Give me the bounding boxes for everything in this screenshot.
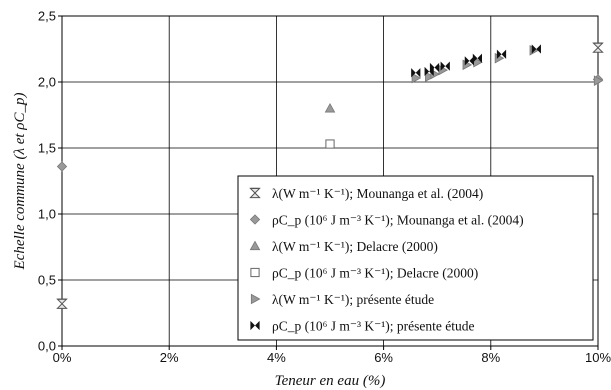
y-tick-label: 2,5 bbox=[38, 9, 56, 24]
legend-item: λ(W m⁻¹ K⁻¹); Mounanga et al. (2004) bbox=[249, 186, 483, 201]
data-point-s6 bbox=[472, 53, 482, 63]
data-points bbox=[56, 42, 604, 309]
x-tick-label: 8% bbox=[481, 350, 500, 365]
x-tick-label: 6% bbox=[374, 350, 393, 365]
data-point-s5 bbox=[425, 71, 435, 82]
legend-box bbox=[237, 175, 594, 341]
data-point-s1 bbox=[56, 298, 68, 309]
legend-marker bbox=[249, 240, 261, 251]
y-tick-label: 0,5 bbox=[38, 273, 56, 288]
legend-label: λ(W m⁻¹ K⁻¹); Mounanga et al. (2004) bbox=[272, 186, 483, 201]
data-point-s2 bbox=[56, 161, 68, 172]
data-point-s3 bbox=[324, 102, 336, 113]
legend: λ(W m⁻¹ K⁻¹); Mounanga et al. (2004) ρC_p… bbox=[237, 175, 594, 341]
data-point-s1 bbox=[592, 42, 604, 53]
data-point-s4 bbox=[325, 139, 335, 149]
y-tick-label: 1,5 bbox=[38, 141, 56, 156]
legend-marker bbox=[250, 320, 260, 331]
x-tick-label: 2% bbox=[160, 350, 179, 365]
legend-item: ρC_p (10⁶ J m⁻³ K⁻¹); Mounanga et al. (2… bbox=[249, 213, 524, 228]
legend-marker bbox=[250, 293, 261, 305]
y-axis-label: Echelle commune (λ et ρC_p) bbox=[12, 93, 28, 271]
y-axis-label-group: Echelle commune (λ et ρC_p) bbox=[12, 93, 28, 271]
legend-item: ρC_p (10⁶ J m⁻³ K⁻¹); Delacre (2000) bbox=[250, 266, 478, 281]
legend-item: ρC_p (10⁶ J m⁻³ K⁻¹); présente étude bbox=[250, 319, 475, 334]
legend-item: λ(W m⁻¹ K⁻¹); Delacre (2000) bbox=[249, 239, 438, 254]
data-point-s6 bbox=[496, 49, 507, 59]
legend-label: ρC_p (10⁶ J m⁻³ K⁻¹); Mounanga et al. (2… bbox=[272, 213, 524, 228]
data-point-s6 bbox=[429, 62, 440, 73]
legend-label: λ(W m⁻¹ K⁻¹); présente étude bbox=[272, 292, 434, 307]
data-point-s6 bbox=[411, 68, 421, 78]
plot-frame bbox=[61, 15, 599, 347]
legend-item: λ(W m⁻¹ K⁻¹); présente étude bbox=[250, 292, 434, 307]
legend-label: λ(W m⁻¹ K⁻¹); Delacre (2000) bbox=[272, 239, 438, 254]
x-axis-label: Teneur en eau (%) bbox=[275, 373, 386, 389]
legend-marker bbox=[250, 267, 260, 278]
legend-label: ρC_p (10⁶ J m⁻³ K⁻¹); présente étude bbox=[272, 319, 475, 334]
legend-marker bbox=[249, 187, 261, 199]
x-tick-label: 10% bbox=[585, 350, 611, 365]
x-tick-label: 4% bbox=[267, 350, 286, 365]
x-tick-label: 0% bbox=[53, 350, 72, 365]
data-point-s6 bbox=[440, 61, 450, 71]
y-tick-label: 2,0 bbox=[38, 75, 56, 90]
legend-label: ρC_p (10⁶ J m⁻³ K⁻¹); Delacre (2000) bbox=[272, 266, 478, 281]
data-point-s5 bbox=[411, 72, 422, 84]
axis-ticks: 0% 2% 4% 6% 8% 10% 0,0 0,5 1,0 1,5 2,0 2,5 bbox=[38, 9, 611, 366]
legend-marker bbox=[249, 214, 261, 225]
y-tick-label: 1,0 bbox=[38, 207, 56, 222]
data-point-s5 bbox=[593, 75, 604, 86]
y-tick-label: 0,0 bbox=[38, 339, 56, 354]
data-point-s6 bbox=[531, 44, 541, 54]
